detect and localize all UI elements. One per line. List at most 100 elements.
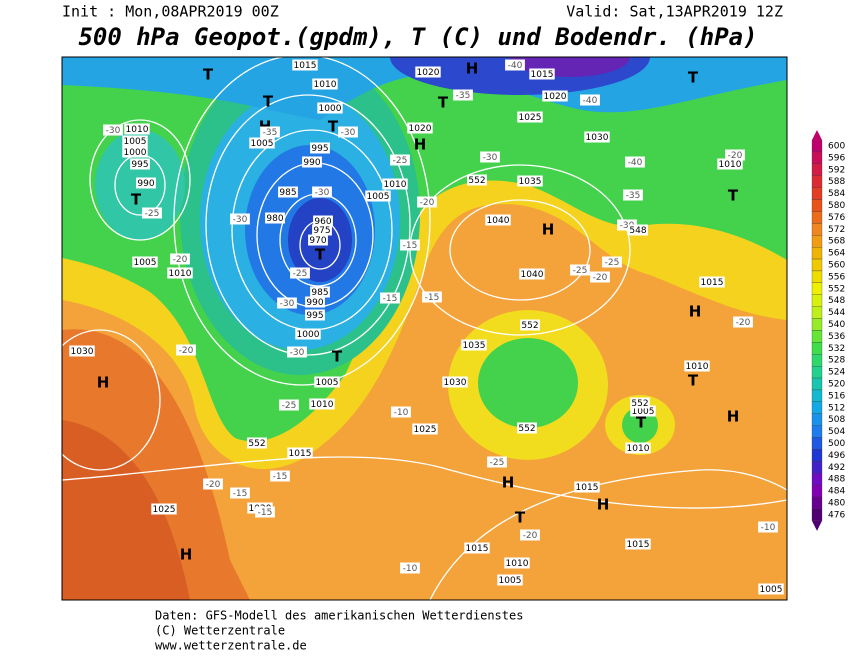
label-box — [400, 239, 420, 251]
temperature-label: -20 — [736, 318, 751, 328]
isoline-label: 552 — [521, 321, 538, 331]
scale-label: 476 — [828, 510, 845, 520]
pressure-center: T — [131, 191, 142, 209]
scale-label: 484 — [828, 487, 845, 497]
map-title: 500 hPa Geopot.(gpdm), T (C) und Bodendr… — [78, 23, 757, 51]
temperature-label: -20 — [420, 198, 435, 208]
temperature-label: -30 — [233, 215, 248, 225]
label-box — [203, 478, 223, 490]
label-box — [167, 267, 193, 279]
pressure-center: H — [180, 546, 193, 564]
label-box — [270, 470, 290, 482]
isoline-label: 990 — [303, 158, 320, 168]
pressure-center: T — [688, 372, 699, 390]
isoline-label: 1020 — [417, 68, 440, 78]
isoline-label: 1015 — [531, 70, 554, 80]
scale-box — [811, 175, 823, 188]
label-box — [580, 94, 600, 106]
temperature-label: -20 — [593, 273, 608, 283]
label-box — [684, 360, 710, 372]
isoline-label: 552 — [518, 424, 535, 434]
isoline-label: 1015 — [466, 544, 489, 554]
isoline-label: 1010 — [314, 80, 337, 90]
label-box — [338, 126, 358, 138]
label-box — [485, 214, 511, 226]
isoline-label: 1030 — [71, 347, 94, 357]
label-box — [461, 339, 487, 351]
pressure-center: H — [502, 474, 515, 492]
pressure-center: T — [328, 118, 339, 136]
isoline-label: 1005 — [316, 378, 339, 388]
label-box — [733, 316, 753, 328]
pressure-center: T — [636, 414, 647, 432]
scale-label: 548 — [828, 296, 845, 306]
label-box — [625, 538, 651, 550]
label-box — [309, 398, 335, 410]
label-box — [758, 521, 778, 533]
temperature-label: -30 — [341, 128, 356, 138]
scale-label: 492 — [828, 463, 845, 473]
scale-box — [811, 223, 823, 236]
label-box — [699, 276, 725, 288]
label-box — [176, 344, 196, 356]
scale-label: 588 — [828, 177, 845, 187]
temperature-label: -25 — [145, 209, 160, 219]
scale-box — [811, 425, 823, 438]
isoline-label: 1025 — [153, 505, 176, 515]
isoline-label: 552 — [631, 399, 648, 409]
label-box — [302, 156, 322, 168]
label-box — [103, 124, 123, 136]
scale-box — [811, 330, 823, 343]
label-box — [313, 215, 333, 227]
scale-box — [811, 187, 823, 200]
isobars — [62, 57, 787, 600]
label-box — [249, 137, 275, 149]
label-box — [584, 131, 610, 143]
scale-box — [811, 508, 823, 522]
temperature-label: -40 — [628, 158, 643, 168]
scale-label: 540 — [828, 320, 845, 330]
scale-label: 508 — [828, 415, 845, 425]
label-box — [407, 122, 433, 134]
isoline-label: 1020 — [544, 92, 567, 102]
isoline-label: 990 — [306, 298, 323, 308]
label-box — [122, 135, 148, 147]
label-box — [758, 583, 784, 595]
label-box — [305, 296, 325, 308]
isoline-label: 1010 — [506, 559, 529, 569]
label-box — [380, 292, 400, 304]
init-time: Init : Mon,08APR2019 00Z — [62, 3, 279, 21]
scale-box — [811, 258, 823, 272]
scale-label: 488 — [828, 475, 845, 485]
scale-box — [811, 151, 823, 164]
temperature-label: -10 — [403, 564, 418, 574]
label-box — [602, 256, 622, 268]
label-box — [278, 186, 298, 198]
isoline-label: 1025 — [414, 425, 437, 435]
isoline-label: 985 — [311, 288, 328, 298]
scale-box — [811, 365, 823, 379]
label-box — [151, 503, 177, 515]
isoline-label: 1005 — [499, 576, 522, 586]
isoline-label: 1000 — [319, 104, 342, 114]
scale-box — [811, 199, 823, 212]
temperature-label: -30 — [483, 153, 498, 163]
label-box — [365, 190, 391, 202]
scale-box — [811, 461, 823, 474]
label-box — [517, 175, 543, 187]
scale-label: 544 — [828, 308, 845, 318]
label-box — [520, 319, 540, 331]
label-box — [142, 207, 162, 219]
scale-label: 496 — [828, 451, 845, 461]
scale-label: 596 — [828, 153, 845, 163]
label-box — [623, 189, 643, 201]
label-box — [312, 224, 332, 236]
label-box — [520, 529, 540, 541]
scale-box — [811, 496, 823, 510]
scale-box — [811, 437, 823, 450]
label-box — [517, 111, 543, 123]
isoline-label: 1005 — [760, 585, 783, 595]
label-box — [400, 562, 420, 574]
temperature-label: -10 — [761, 523, 776, 533]
temperature-label: -30 — [315, 188, 330, 198]
